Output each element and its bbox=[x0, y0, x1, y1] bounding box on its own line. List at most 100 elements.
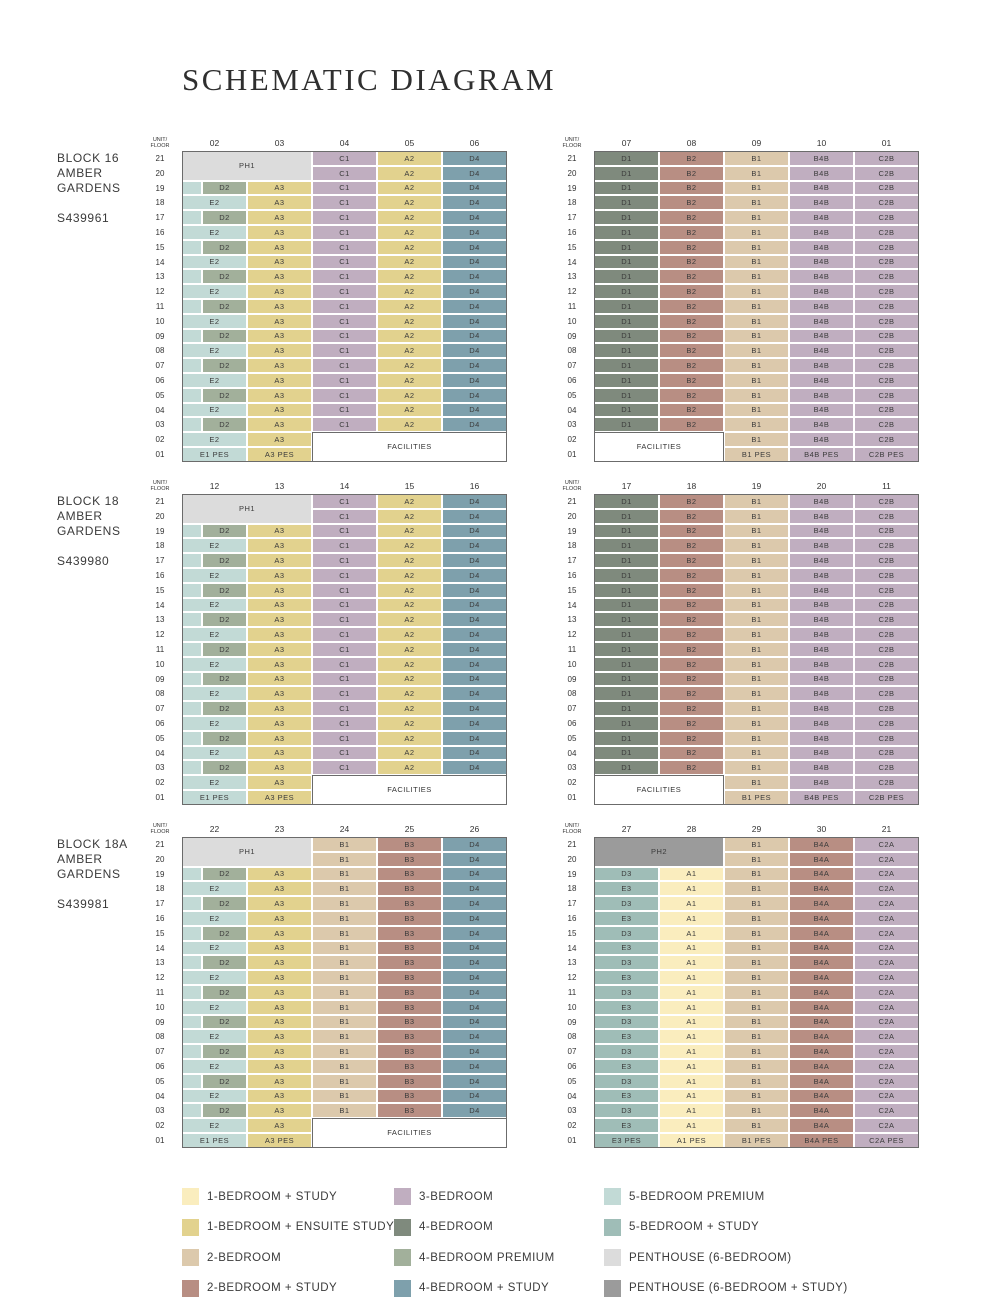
unit-cell: B3 bbox=[377, 970, 442, 985]
unit-cell: B1 bbox=[724, 165, 789, 181]
unit-cell: C2B bbox=[854, 553, 919, 568]
unit-cell: C2B bbox=[854, 180, 919, 196]
unit-cell: D1 bbox=[594, 210, 659, 225]
floor-label: 08 bbox=[567, 346, 577, 356]
unit-cell: B4B bbox=[789, 387, 854, 403]
unit-cell: B4A bbox=[789, 940, 854, 956]
unit-cell: C1 bbox=[312, 716, 377, 731]
floor-label: 12 bbox=[155, 287, 165, 297]
floor-label: 01 bbox=[155, 1136, 165, 1145]
unit-cell: C2B PES bbox=[854, 790, 919, 805]
unit-cell: B1 bbox=[312, 837, 377, 852]
unit-cell: B4B bbox=[789, 656, 854, 672]
unit-cell: C1 bbox=[312, 627, 377, 642]
floor-label: 04 bbox=[567, 748, 577, 758]
unit-cell: E2 bbox=[182, 627, 247, 642]
unit-cell: B3 bbox=[377, 851, 442, 867]
unit-cell: B1 bbox=[724, 195, 789, 211]
unit-cell: C2B bbox=[854, 494, 919, 509]
unit-number-header: 12 bbox=[209, 481, 220, 491]
unit-cell: A1 bbox=[659, 896, 724, 911]
unit-cell: D4 bbox=[442, 896, 507, 911]
unit-cell: B3 bbox=[377, 940, 442, 956]
unit-cell: C1 bbox=[312, 671, 377, 687]
legend-label: PENTHOUSE (6-BEDROOM) bbox=[629, 1251, 792, 1264]
unit-cell: B4A bbox=[789, 985, 854, 1000]
unit-cell: B4B bbox=[789, 538, 854, 554]
floor-label: 18 bbox=[155, 541, 165, 551]
unit-cell: B2 bbox=[659, 656, 724, 672]
unit-cell: D4 bbox=[442, 269, 507, 285]
unit-cell: E2 bbox=[182, 881, 247, 897]
unit-cell: B1 bbox=[724, 358, 789, 373]
unit-cell: E2 bbox=[182, 686, 247, 702]
unit-cell bbox=[182, 358, 202, 373]
unit-cell: B4A bbox=[789, 1044, 854, 1059]
unit-floor-text: FLOOR bbox=[150, 829, 170, 835]
unit-cell: D2 bbox=[202, 1014, 247, 1030]
unit-cell: A2 bbox=[377, 343, 442, 359]
unit-cell: B2 bbox=[659, 553, 724, 568]
legend-label: 4-BEDROOM bbox=[419, 1221, 494, 1233]
unit-cell: A3 bbox=[247, 716, 312, 731]
unit-cell: A3 bbox=[247, 1073, 312, 1089]
unit-cell: B1 bbox=[724, 745, 789, 761]
unit-cell bbox=[182, 730, 202, 746]
unit-cell: A2 bbox=[377, 494, 442, 509]
unit-cell: B2 bbox=[659, 254, 724, 270]
unit-cell: B2 bbox=[659, 523, 724, 539]
unit-cell: C2B bbox=[854, 568, 919, 583]
unit-cell: D1 bbox=[594, 523, 659, 539]
unit-number-header: 04 bbox=[339, 138, 350, 148]
unit-cell: B1 bbox=[724, 716, 789, 731]
unit-cell: D2 bbox=[202, 642, 247, 657]
unit-cell: B4B bbox=[789, 760, 854, 776]
unit-cell: C2A bbox=[854, 940, 919, 956]
unit-cell: B2 bbox=[659, 402, 724, 418]
unit-cell: A3 bbox=[247, 955, 312, 971]
unit-cell: A3 bbox=[247, 284, 312, 299]
unit-floor-text: UNIT/ bbox=[152, 137, 168, 143]
unit-cell: B4B bbox=[789, 553, 854, 568]
block-name-line: GARDENS bbox=[57, 524, 121, 538]
unit-cell: D4 bbox=[442, 402, 507, 418]
unit-cell: D1 bbox=[594, 254, 659, 270]
unit-cell: C2B bbox=[854, 417, 919, 433]
unit-cell: D4 bbox=[442, 1044, 507, 1059]
floor-label: 19 bbox=[155, 183, 165, 193]
unit-cell: A3 PES bbox=[247, 790, 312, 805]
unit-cell: B1 bbox=[312, 881, 377, 897]
unit-cell: D4 bbox=[442, 417, 507, 433]
unit-cell: A3 bbox=[247, 417, 312, 433]
unit-cell: D2 bbox=[202, 730, 247, 746]
unit-floor-text: UNIT/ bbox=[564, 823, 580, 829]
penthouse-cell: PH1 bbox=[182, 837, 312, 867]
floor-label: 19 bbox=[567, 869, 577, 879]
unit-cell: A3 bbox=[247, 387, 312, 403]
unit-cell: B1 bbox=[724, 387, 789, 403]
unit-cell: E2 bbox=[182, 284, 247, 299]
unit-cell: C1 bbox=[312, 328, 377, 344]
unit-cell: B3 bbox=[377, 955, 442, 971]
unit-cell: A2 bbox=[377, 195, 442, 211]
unit-cell: D4 bbox=[442, 553, 507, 568]
unit-cell: B2 bbox=[659, 239, 724, 255]
unit-cell: C2A bbox=[854, 999, 919, 1015]
floor-label: 16 bbox=[567, 914, 577, 923]
unit-cell: E2 bbox=[182, 940, 247, 956]
unit-cell: A2 bbox=[377, 745, 442, 761]
unit-number-header: 10 bbox=[816, 138, 827, 148]
unit-number-header: 01 bbox=[881, 138, 892, 148]
unit-cell: B4A bbox=[789, 925, 854, 941]
floor-label: 17 bbox=[567, 899, 577, 909]
unit-cell: B1 bbox=[312, 896, 377, 911]
unit-cell: B2 bbox=[659, 417, 724, 433]
floor-label: 08 bbox=[155, 1032, 165, 1042]
unit-cell: C2A bbox=[854, 866, 919, 882]
unit-cell: A3 bbox=[247, 760, 312, 776]
unit-cell: A3 bbox=[247, 299, 312, 314]
unit-cell: A2 bbox=[377, 701, 442, 716]
floor-label: 09 bbox=[155, 674, 165, 684]
unit-cell: E2 bbox=[182, 656, 247, 672]
unit-cell: B1 bbox=[312, 911, 377, 926]
